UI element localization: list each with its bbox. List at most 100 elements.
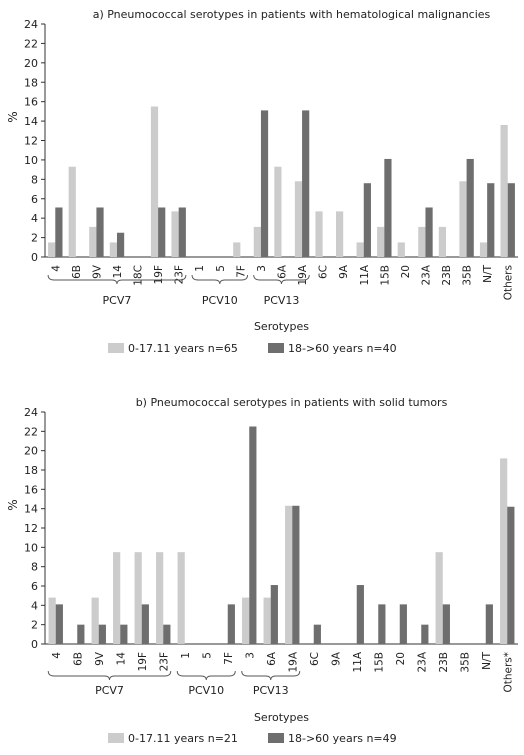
x-tick-label: 5 <box>201 652 213 659</box>
group-bracket-pcv13 <box>241 670 301 681</box>
group-bracket-pcv13 <box>253 274 310 285</box>
chart-hematological: a) Pneumococcal serotypes in patients wi… <box>6 8 518 355</box>
bar-children-6C <box>315 211 323 257</box>
bar-adults-6C <box>313 624 321 644</box>
x-tick-label: 23B <box>441 265 453 286</box>
group-label-pcv7: PCV7 <box>103 294 132 307</box>
x-axis-label: Serotypes <box>254 320 309 333</box>
bar-children-35B <box>459 181 467 257</box>
bar-children-9A <box>335 211 344 257</box>
y-tick-label: 0 <box>31 251 38 264</box>
x-tick-label: 6C <box>309 652 321 666</box>
bar-adults-11A <box>363 183 371 257</box>
bar-children-6A <box>263 597 271 644</box>
bar-adults-Others <box>507 183 515 257</box>
bar-adults-7F <box>227 604 235 644</box>
bar-children-19F <box>150 106 159 257</box>
x-tick-label: 6A <box>266 651 278 666</box>
x-tick-label: 4 <box>50 265 62 272</box>
bar-children-N/T <box>479 242 488 257</box>
group-label-pcv10: PCV10 <box>202 294 238 307</box>
x-tick-label: 14 <box>115 652 127 666</box>
legend-label-children: 0-17.11 years n=21 <box>128 732 238 745</box>
group-bracket-pcv10 <box>176 670 236 681</box>
group-label-pcv13: PCV13 <box>264 294 300 307</box>
x-tick-label: 19F <box>153 265 165 284</box>
y-tick-label: 24 <box>24 406 38 419</box>
bar-adults-N/T <box>487 183 495 257</box>
y-tick-label: 8 <box>31 173 38 186</box>
bar-adults-35B <box>466 158 474 257</box>
bar-adults-9V <box>98 624 106 644</box>
bar-adults-Others* <box>507 506 515 644</box>
bar-adults-6B <box>77 624 85 644</box>
y-axis-label: % <box>6 111 20 122</box>
bar-adults-4 <box>55 604 63 644</box>
bar-adults-19F <box>158 207 166 257</box>
bar-adults-4 <box>55 207 63 257</box>
x-tick-label: 19A <box>287 651 299 672</box>
bar-children-1 <box>177 552 185 644</box>
y-tick-label: 16 <box>24 483 38 496</box>
x-tick-label: 18C <box>133 265 145 286</box>
bar-children-4 <box>48 597 56 644</box>
bar-adults-19A <box>302 110 310 257</box>
x-tick-label: 5 <box>215 265 227 272</box>
x-tick-label: 14 <box>112 265 124 279</box>
y-tick-label: 0 <box>31 638 38 651</box>
bar-adults-19F <box>141 604 149 644</box>
legend-swatch-adults <box>268 343 284 353</box>
bar-children-3 <box>253 226 261 257</box>
bar-children-19A <box>285 505 293 644</box>
bar-children-23F <box>156 552 164 644</box>
chart-title: b) Pneumococcal serotypes in patients wi… <box>136 396 448 409</box>
x-tick-label: 20 <box>400 265 412 278</box>
bar-adults-3 <box>260 110 269 257</box>
y-tick-label: 2 <box>31 232 38 245</box>
x-tick-label: 15B <box>373 652 385 673</box>
y-tick-label: 4 <box>31 212 38 225</box>
y-tick-label: 14 <box>24 503 38 516</box>
group-label-pcv13: PCV13 <box>253 684 289 697</box>
bar-children-11A <box>356 242 364 257</box>
legend-label-children: 0-17.11 years n=65 <box>128 342 238 355</box>
y-tick-label: 12 <box>24 135 38 148</box>
bar-adults-6A <box>270 585 278 644</box>
bar-children-9V <box>89 226 97 257</box>
x-tick-label: 19A <box>297 264 309 285</box>
x-tick-label: 19F <box>137 652 149 671</box>
y-tick-label: 12 <box>24 522 38 535</box>
x-tick-label: N/T <box>481 651 493 669</box>
bar-children-23F <box>171 211 179 257</box>
x-tick-label: 6B <box>71 265 83 279</box>
bar-adults-14 <box>120 624 128 644</box>
y-tick-label: 18 <box>24 464 38 477</box>
x-tick-label: 23F <box>158 652 170 671</box>
x-axis-label: Serotypes <box>254 711 309 724</box>
bar-adults-N/T <box>485 604 493 644</box>
y-tick-label: 6 <box>31 193 38 206</box>
bar-children-9V <box>91 597 99 644</box>
y-tick-label: 22 <box>24 425 38 438</box>
chart-title: a) Pneumococcal serotypes in patients wi… <box>93 8 491 21</box>
y-tick-label: 10 <box>24 541 38 554</box>
bar-adults-23F <box>163 624 171 644</box>
legend-swatch-children <box>108 343 124 353</box>
bar-adults-9V <box>96 207 104 257</box>
x-tick-label: Others <box>503 265 515 300</box>
bar-children-19F <box>134 552 142 644</box>
y-tick-label: 4 <box>31 599 38 612</box>
y-tick-label: 10 <box>24 154 38 167</box>
y-tick-label: 20 <box>24 445 38 458</box>
x-tick-label: 35B <box>462 265 474 286</box>
bar-children-3 <box>242 597 250 644</box>
x-tick-label: 1 <box>194 265 206 272</box>
bar-children-20 <box>397 242 405 257</box>
x-tick-label: 4 <box>51 652 63 659</box>
bar-children-23A <box>418 226 426 257</box>
y-tick-label: 22 <box>24 37 38 50</box>
x-tick-label: 7F <box>223 652 235 665</box>
bar-children-Others* <box>500 458 508 644</box>
group-bracket-pcv7 <box>47 274 187 285</box>
y-axis-label: % <box>6 499 20 510</box>
